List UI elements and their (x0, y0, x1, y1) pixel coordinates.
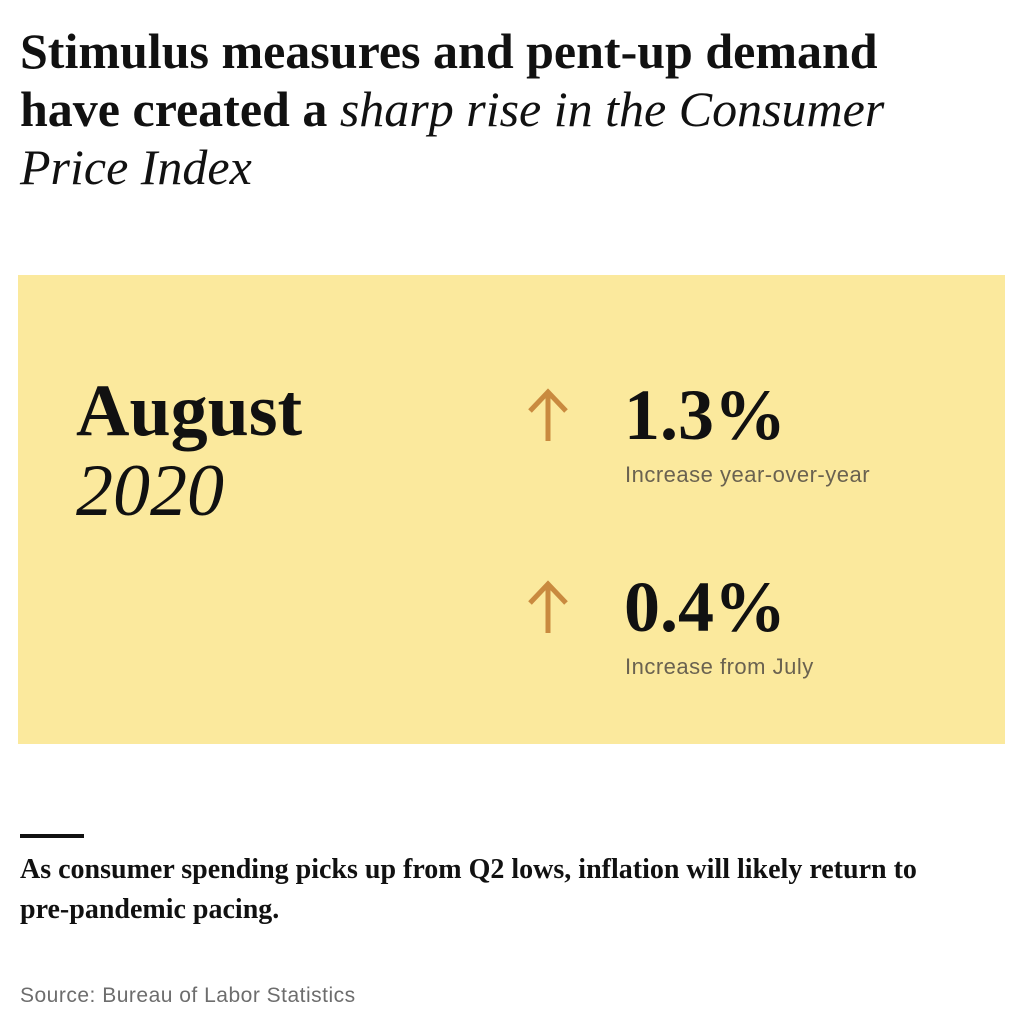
headline: Stimulus measures and pent-up demand hav… (20, 22, 900, 196)
arrow-up-icon (528, 388, 568, 441)
source-credit: Source: Bureau of Labor Statistics (20, 984, 356, 1007)
period-year: 2020 (76, 450, 224, 532)
divider-rule (20, 834, 84, 838)
stats-panel: August 2020 1.3% Increase year-over-year… (18, 275, 1005, 744)
stat-description: Increase from July (625, 654, 814, 679)
stat-description: Increase year-over-year (625, 462, 871, 487)
stat-value: 1.3% (624, 375, 786, 455)
headline-italic-text: sharp rise in the Consumer Price Index (20, 81, 885, 195)
takeaway-text: As consumer spending picks up from Q2 lo… (20, 854, 917, 925)
stat-value: 0.4% (624, 567, 786, 647)
period-month: August (76, 370, 303, 452)
arrow-up-icon (528, 580, 568, 633)
headline-bold-text: Stimulus measures and pent-up demand hav… (20, 23, 878, 137)
